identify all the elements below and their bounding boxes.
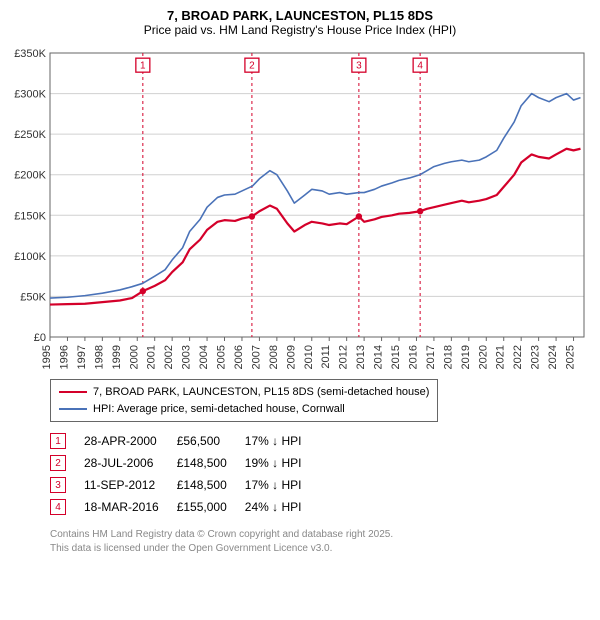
svg-text:£350K: £350K: [14, 48, 46, 60]
sale-delta: 19% ↓ HPI: [245, 452, 320, 474]
sale-price: £56,500: [177, 430, 245, 452]
svg-text:2013: 2013: [355, 345, 367, 369]
svg-text:2023: 2023: [530, 345, 542, 369]
svg-text:2003: 2003: [181, 345, 193, 369]
svg-text:2016: 2016: [407, 345, 419, 369]
svg-text:2020: 2020: [477, 345, 489, 369]
sale-date: 11-SEP-2012: [84, 474, 177, 496]
page-subtitle: Price paid vs. HM Land Registry's House …: [8, 23, 592, 37]
svg-text:£150K: £150K: [14, 210, 46, 222]
svg-text:2006: 2006: [233, 345, 245, 369]
legend-label: HPI: Average price, semi-detached house,…: [93, 401, 345, 418]
sale-date: 28-JUL-2006: [84, 452, 177, 474]
attribution-line-1: Contains HM Land Registry data © Crown c…: [50, 528, 592, 542]
svg-text:1998: 1998: [93, 345, 105, 369]
sales-table: 1 28-APR-2000£56,50017% ↓ HPI 2 28-JUL-2006…: [50, 430, 319, 518]
svg-text:2022: 2022: [512, 345, 524, 369]
legend-label: 7, BROAD PARK, LAUNCESTON, PL15 8DS (sem…: [93, 384, 429, 401]
sale-price: £155,000: [177, 496, 245, 518]
svg-text:2024: 2024: [547, 345, 559, 369]
svg-text:2015: 2015: [390, 345, 402, 369]
svg-text:1997: 1997: [76, 345, 88, 369]
legend-swatch: [59, 408, 87, 410]
svg-text:2019: 2019: [460, 345, 472, 369]
sale-number: 2: [50, 452, 84, 474]
svg-text:2014: 2014: [373, 345, 385, 369]
svg-text:2005: 2005: [216, 345, 228, 369]
svg-text:2007: 2007: [250, 345, 262, 369]
sale-number: 4: [50, 496, 84, 518]
sale-date: 28-APR-2000: [84, 430, 177, 452]
svg-text:£100K: £100K: [14, 251, 46, 263]
sale-delta: 17% ↓ HPI: [245, 430, 320, 452]
table-row: 3 11-SEP-2012£148,50017% ↓ HPI: [50, 474, 319, 496]
svg-text:£0: £0: [34, 332, 46, 344]
sale-delta: 24% ↓ HPI: [245, 496, 320, 518]
sale-marker-icon: 3: [50, 477, 66, 493]
sale-marker-icon: 4: [50, 499, 66, 515]
table-row: 4 18-MAR-2016£155,00024% ↓ HPI: [50, 496, 319, 518]
svg-text:£250K: £250K: [14, 129, 46, 141]
legend: 7, BROAD PARK, LAUNCESTON, PL15 8DS (sem…: [50, 379, 438, 422]
svg-text:3: 3: [356, 61, 362, 72]
table-row: 2 28-JUL-2006£148,50019% ↓ HPI: [50, 452, 319, 474]
legend-swatch: [59, 391, 87, 393]
attribution: Contains HM Land Registry data © Crown c…: [50, 528, 592, 555]
sale-number: 1: [50, 430, 84, 452]
svg-text:2009: 2009: [285, 345, 297, 369]
sale-number: 3: [50, 474, 84, 496]
svg-text:2001: 2001: [146, 345, 158, 369]
svg-text:2025: 2025: [565, 345, 577, 369]
svg-text:2010: 2010: [303, 345, 315, 369]
sale-marker-icon: 2: [50, 455, 66, 471]
svg-text:2008: 2008: [268, 345, 280, 369]
svg-text:1995: 1995: [41, 345, 53, 369]
svg-text:1999: 1999: [111, 345, 123, 369]
sale-price: £148,500: [177, 474, 245, 496]
svg-text:4: 4: [417, 61, 423, 72]
chart-svg: £0 £50K £100K £150K £200K £250K £300K £350K 1995…: [8, 43, 592, 373]
svg-text:2: 2: [249, 61, 255, 72]
svg-text:2004: 2004: [198, 345, 210, 369]
svg-text:1996: 1996: [58, 345, 70, 369]
svg-text:2018: 2018: [442, 345, 454, 369]
svg-text:£300K: £300K: [14, 89, 46, 101]
price-chart: £0 £50K £100K £150K £200K £250K £300K £350K 1995…: [8, 43, 592, 373]
legend-item: 7, BROAD PARK, LAUNCESTON, PL15 8DS (sem…: [59, 384, 429, 401]
svg-text:2002: 2002: [163, 345, 175, 369]
attribution-line-2: This data is licensed under the Open Gov…: [50, 542, 592, 556]
svg-text:2000: 2000: [128, 345, 140, 369]
legend-item: HPI: Average price, semi-detached house,…: [59, 401, 429, 418]
svg-text:1: 1: [140, 61, 146, 72]
page-title: 7, BROAD PARK, LAUNCESTON, PL15 8DS: [8, 8, 592, 23]
svg-text:2012: 2012: [338, 345, 350, 369]
sale-date: 18-MAR-2016: [84, 496, 177, 518]
table-row: 1 28-APR-2000£56,50017% ↓ HPI: [50, 430, 319, 452]
header: 7, BROAD PARK, LAUNCESTON, PL15 8DS Pric…: [8, 8, 592, 37]
svg-text:£50K: £50K: [20, 291, 46, 303]
svg-text:2017: 2017: [425, 345, 437, 369]
sale-marker-icon: 1: [50, 433, 66, 449]
svg-text:£200K: £200K: [14, 170, 46, 182]
svg-text:2021: 2021: [495, 345, 507, 369]
sale-delta: 17% ↓ HPI: [245, 474, 320, 496]
svg-text:2011: 2011: [320, 345, 332, 369]
sale-price: £148,500: [177, 452, 245, 474]
